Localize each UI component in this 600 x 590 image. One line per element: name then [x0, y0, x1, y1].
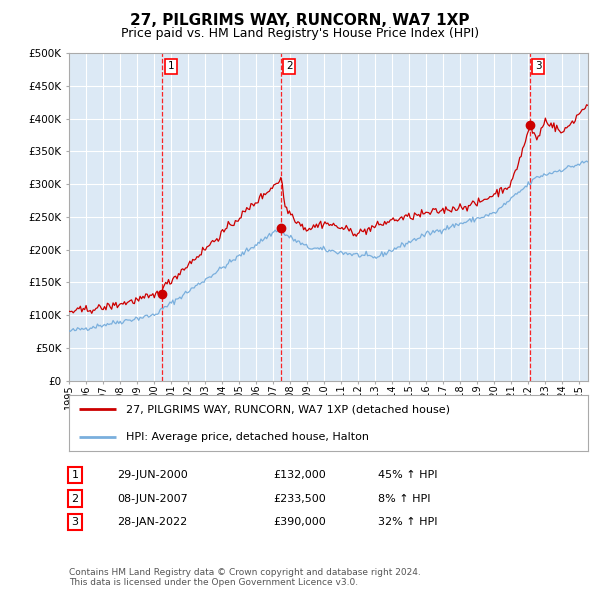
Text: £233,500: £233,500 — [273, 494, 326, 503]
Text: 29-JUN-2000: 29-JUN-2000 — [117, 470, 188, 480]
Text: 2: 2 — [286, 61, 292, 71]
Text: Price paid vs. HM Land Registry's House Price Index (HPI): Price paid vs. HM Land Registry's House … — [121, 27, 479, 40]
Text: £390,000: £390,000 — [273, 517, 326, 527]
Text: 3: 3 — [71, 517, 79, 527]
Text: Contains HM Land Registry data © Crown copyright and database right 2024.
This d: Contains HM Land Registry data © Crown c… — [69, 568, 421, 587]
Text: 08-JUN-2007: 08-JUN-2007 — [117, 494, 188, 503]
Text: 8% ↑ HPI: 8% ↑ HPI — [378, 494, 431, 503]
Text: 2: 2 — [71, 494, 79, 503]
Text: £132,000: £132,000 — [273, 470, 326, 480]
Text: 1: 1 — [71, 470, 79, 480]
Text: 27, PILGRIMS WAY, RUNCORN, WA7 1XP (detached house): 27, PILGRIMS WAY, RUNCORN, WA7 1XP (deta… — [126, 404, 450, 414]
Text: 32% ↑ HPI: 32% ↑ HPI — [378, 517, 437, 527]
Text: 27, PILGRIMS WAY, RUNCORN, WA7 1XP: 27, PILGRIMS WAY, RUNCORN, WA7 1XP — [130, 13, 470, 28]
Text: 45% ↑ HPI: 45% ↑ HPI — [378, 470, 437, 480]
Text: 1: 1 — [167, 61, 174, 71]
Text: 28-JAN-2022: 28-JAN-2022 — [117, 517, 187, 527]
Text: HPI: Average price, detached house, Halton: HPI: Average price, detached house, Halt… — [126, 432, 369, 442]
Text: 3: 3 — [535, 61, 542, 71]
